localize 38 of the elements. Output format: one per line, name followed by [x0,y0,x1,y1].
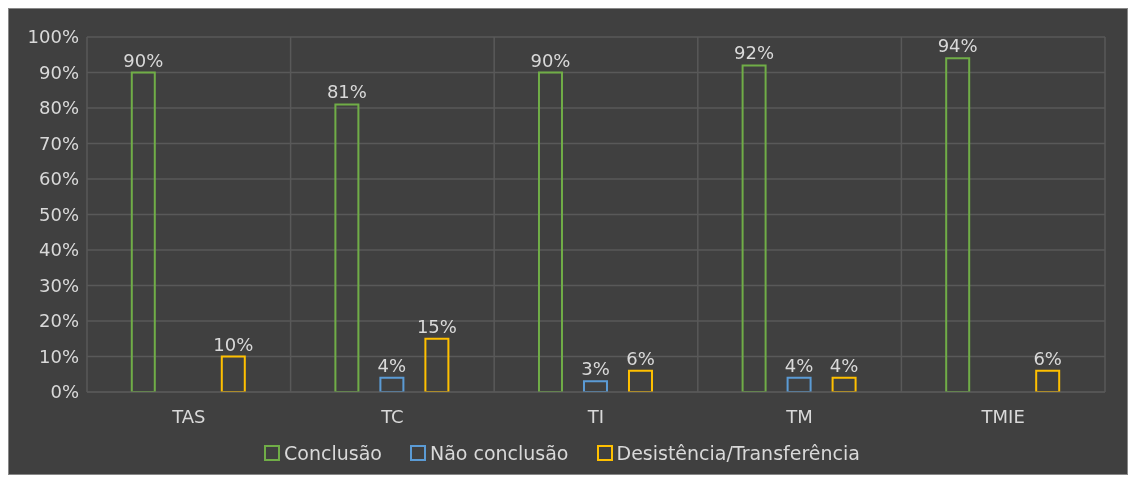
x-tick-label: TC [380,405,404,427]
bar [424,337,450,392]
x-tick-label: TMIE [980,405,1025,427]
bar [130,71,156,392]
y-tick-label: 80% [38,97,79,119]
legend-label: Desistência/Transferência [616,442,860,464]
legend-label: Conclusão [284,442,382,464]
y-tick-label: 100% [27,26,79,48]
data-label: 6% [626,347,655,369]
data-label: 92% [734,42,775,64]
y-tick-label: 10% [38,345,79,367]
data-label: 10% [213,333,254,355]
data-label: 6% [1033,347,1062,369]
x-tick-label: TM [785,405,813,427]
legend-label: Não conclusão [429,442,569,464]
bar [334,103,360,392]
y-tick-label: 50% [38,203,79,225]
y-tick-label: 70% [38,132,79,154]
bar [945,57,971,392]
data-label: 15% [416,315,457,337]
y-tick-label: 40% [38,239,79,261]
data-label: 4% [377,354,407,376]
bar [741,64,767,392]
y-tick-label: 20% [38,310,79,332]
data-label: 3% [581,358,610,380]
y-tick-label: 30% [38,274,79,296]
data-label: 90% [530,49,571,71]
x-tick-label: TAS [171,405,206,427]
bar [537,71,563,392]
y-tick-label: 90% [38,61,79,83]
y-tick-label: 60% [38,168,79,190]
y-tick-label: 0% [50,381,79,403]
x-tick-label: TI [586,405,605,427]
data-label: 90% [123,49,164,71]
data-label: 4% [829,354,859,376]
data-label: 4% [784,354,814,376]
data-label: 81% [326,81,367,103]
data-label: 94% [937,35,978,57]
